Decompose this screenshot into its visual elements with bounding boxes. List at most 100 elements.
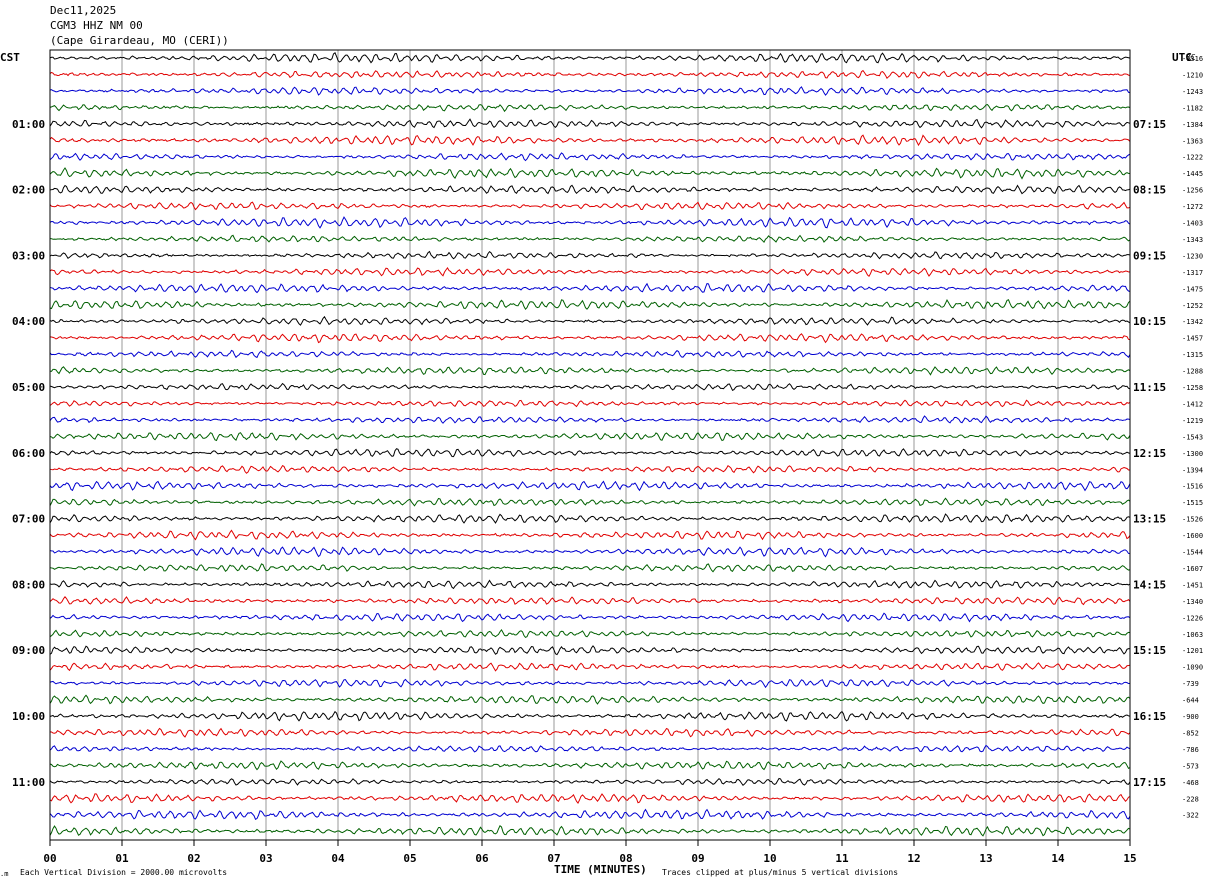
dc-offset-label: -1544 (1182, 549, 1203, 557)
trace-line (49, 52, 1131, 64)
dc-offset-label: -1300 (1182, 450, 1203, 458)
trace-line (49, 777, 1131, 786)
trace-line (49, 299, 1131, 311)
x-tick-label: 00 (43, 852, 56, 865)
trace-line (49, 250, 1131, 260)
trace-line (49, 513, 1131, 524)
x-tick-label: 08 (619, 852, 632, 865)
trace-line (49, 134, 1131, 147)
dc-offset-label: -1384 (1182, 121, 1203, 129)
x-tick-label: 06 (475, 852, 489, 865)
dc-offset-label: -1607 (1182, 565, 1203, 573)
station-code: CGM3 HHZ NM 00 (50, 19, 143, 32)
trace-line (49, 366, 1131, 376)
dc-offset-label: -1343 (1182, 236, 1203, 244)
dc-offset-label: -1252 (1182, 302, 1203, 310)
trace-line (49, 315, 1131, 326)
left-hour-label: 01:00 (12, 118, 45, 131)
dc-offset-label: -573 (1182, 762, 1199, 770)
dc-offset-label: -1243 (1182, 88, 1203, 96)
trace-line (49, 432, 1131, 442)
x-tick-label: 14 (1051, 852, 1065, 865)
trace-line (49, 234, 1131, 244)
trace-line (49, 152, 1131, 162)
left-timezone-label: CST (0, 51, 20, 64)
right-hour-label: 14:15 (1133, 578, 1166, 591)
left-hour-label: 07:00 (12, 513, 45, 526)
footer-marker-icon: .m (0, 870, 8, 878)
scale-note: Each Vertical Division = 2000.00 microvo… (20, 868, 227, 877)
dc-offset-label: -900 (1182, 713, 1199, 721)
left-hour-label: 04:00 (12, 315, 45, 328)
trace-line (49, 86, 1131, 96)
dc-offset-label: -1258 (1182, 384, 1203, 392)
dc-offset-label: -1272 (1182, 203, 1203, 211)
trace-line (49, 628, 1131, 639)
x-tick-label: 07 (547, 852, 560, 865)
dc-offset-label: -1515 (1182, 499, 1203, 507)
trace-line (49, 103, 1131, 113)
dc-offset-label: -1219 (1182, 417, 1203, 425)
right-hour-label: 12:15 (1133, 447, 1166, 460)
dc-offset-label: -852 (1182, 729, 1199, 737)
dc-offset-label: -1526 (1182, 516, 1203, 524)
right-hour-label: 10:15 (1133, 315, 1166, 328)
trace-line (49, 382, 1131, 392)
dc-offset-label: -1403 (1182, 220, 1203, 228)
x-axis-title: TIME (MINUTES) (554, 863, 647, 876)
dc-offset-label: -1451 (1182, 581, 1203, 589)
right-timezone-label: UTC (1172, 51, 1192, 64)
x-tick-label: 09 (691, 852, 704, 865)
trace-line (49, 662, 1131, 672)
trace-line (49, 760, 1131, 771)
trace-line (49, 167, 1131, 180)
trace-line (49, 399, 1131, 408)
dc-offset-labels: -1316 -1210 -1243 -1182 -1384 -1363 -1222 -1445… (1182, 55, 1203, 820)
trace-line (49, 69, 1131, 79)
dc-offset-label: -1516 (1182, 483, 1203, 491)
trace-line (49, 678, 1131, 689)
trace-line (49, 793, 1131, 805)
dc-offset-label: -1445 (1182, 170, 1203, 178)
dc-offset-label: -1340 (1182, 598, 1203, 606)
dc-offset-label: -1315 (1182, 351, 1203, 359)
dc-offset-label: -1475 (1182, 285, 1203, 293)
dc-offset-label: -1394 (1182, 466, 1203, 474)
x-tick-label: 01 (115, 852, 129, 865)
trace-line (49, 612, 1131, 623)
dc-offset-label: -1317 (1182, 269, 1203, 277)
dc-offset-label: -1543 (1182, 433, 1203, 441)
trace-line (49, 118, 1131, 129)
trace-line (49, 448, 1131, 458)
trace-line (49, 825, 1131, 837)
x-tick-label: 05 (403, 852, 416, 865)
x-tick-label: 02 (187, 852, 200, 865)
dc-offset-label: -1256 (1182, 187, 1203, 195)
x-axis-ticks: 00 01 02 03 04 05 06 07 08 09 10 11 12 13 14 15 (43, 840, 1137, 865)
trace-line (49, 645, 1131, 656)
dc-offset-label: -1201 (1182, 647, 1203, 655)
clip-note: Traces clipped at plus/minus 5 vertical … (662, 868, 898, 877)
dc-offset-label: -1316 (1182, 55, 1203, 63)
left-hour-labels: 01:00 02:00 03:00 04:00 05:00 06:00 07:00 08:00… (12, 118, 45, 789)
left-hour-label: 11:00 (12, 776, 45, 789)
trace-line (49, 563, 1131, 573)
trace-line (49, 529, 1131, 541)
left-hour-label: 10:00 (12, 710, 45, 723)
dc-offset-label: -739 (1182, 680, 1199, 688)
dc-offset-label: -228 (1182, 795, 1199, 803)
trace-line (49, 184, 1131, 195)
right-hour-label: 09:15 (1133, 249, 1166, 262)
left-hour-label: 08:00 (12, 578, 45, 591)
dc-offset-label: -1457 (1182, 335, 1203, 343)
dc-offset-label: -468 (1182, 779, 1199, 787)
right-hour-label: 07:15 (1133, 118, 1166, 131)
left-hour-label: 06:00 (12, 447, 45, 460)
x-tick-label: 11 (835, 852, 849, 865)
dc-offset-label: -1363 (1182, 137, 1203, 145)
dc-offset-label: -1222 (1182, 154, 1203, 162)
right-hour-label: 11:15 (1133, 381, 1166, 394)
right-hour-label: 13:15 (1133, 513, 1166, 526)
x-tick-label: 10 (763, 852, 776, 865)
